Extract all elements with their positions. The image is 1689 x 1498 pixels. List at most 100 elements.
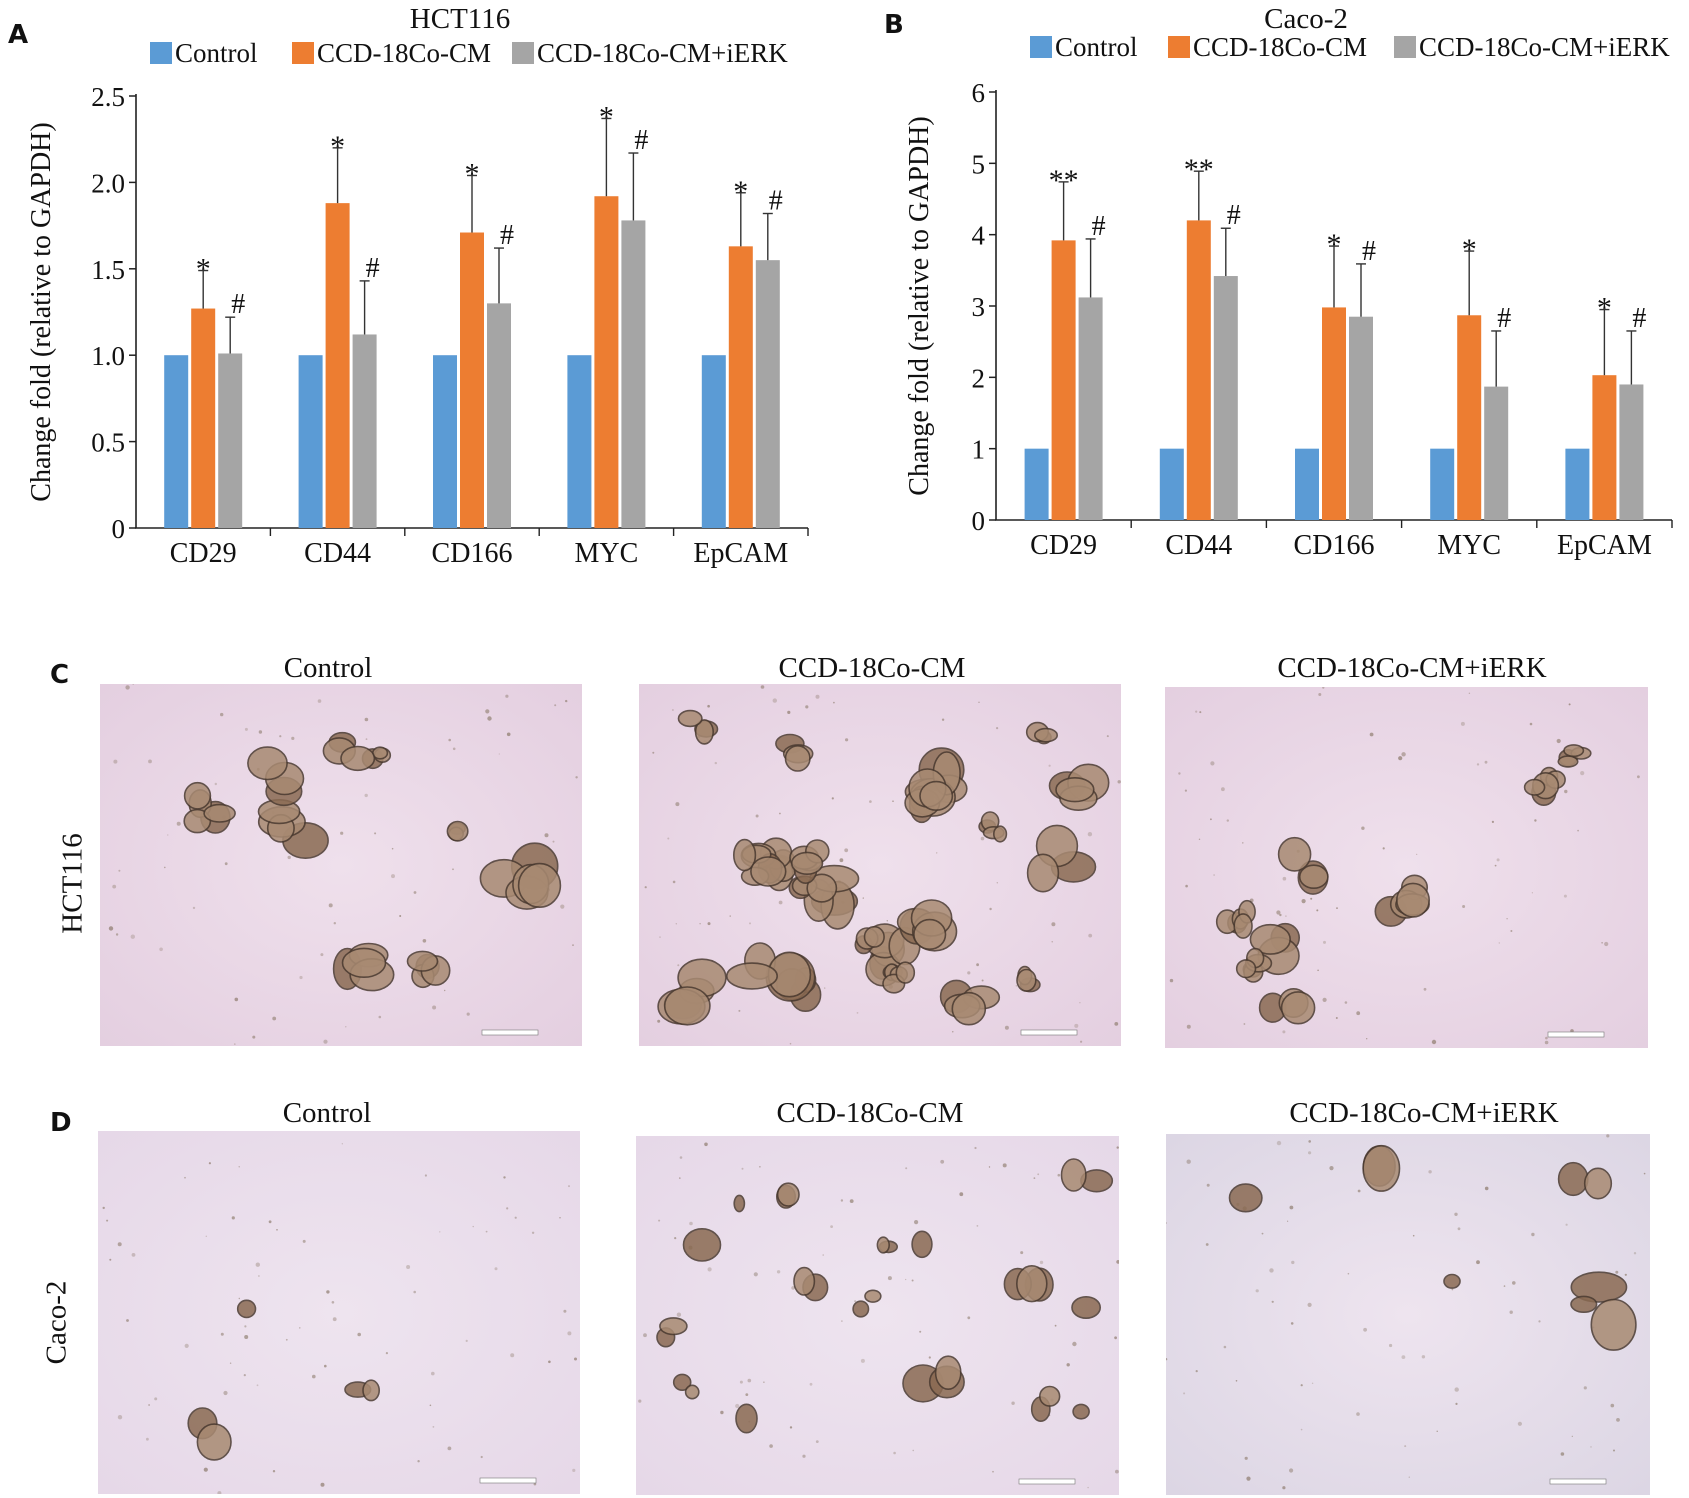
legend-a-label-0: Control	[175, 38, 258, 68]
bar-b-cd29-2	[1078, 297, 1103, 520]
bar-a-cd44-2	[352, 334, 377, 528]
chart-b-ytick-label-3: 3	[972, 292, 986, 322]
legend-a-swatch-0	[150, 42, 172, 64]
bar-a-cd166-0	[433, 355, 457, 528]
chart-a-ytick-label-4: 2.0	[91, 168, 125, 198]
chart-a-xtick-label-3: MYC	[575, 538, 639, 569]
chart-b-ytick-label-6: 6	[972, 78, 986, 108]
micro-title-d-control: Control	[282, 1097, 372, 1129]
legend-b-label-1: CCD-18Co-CM	[1193, 32, 1367, 62]
sig-mark-b-myc-1: *	[1462, 233, 1477, 266]
bar-a-myc-1	[594, 196, 619, 528]
chart-a-ylabel: Change fold (relative to GAPDH)	[26, 122, 57, 501]
bar-b-epcam-2	[1619, 384, 1644, 520]
bar-b-cd29-0	[1024, 448, 1049, 520]
legend-a-swatch-2	[512, 42, 534, 64]
micro-title-c-cm: CCD-18Co-CM	[778, 652, 966, 684]
micro-title-d-cm-ierk: CCD-18Co-CM+iERK	[1289, 1097, 1559, 1129]
chart-a-ytick-label-5: 2.5	[91, 82, 125, 112]
bar-a-myc-2	[621, 220, 646, 528]
sig-mark-a-cd166-1: *	[465, 157, 480, 190]
bar-b-cd166-2	[1349, 316, 1373, 520]
chart-b-ytick-label-4: 4	[972, 221, 986, 251]
sig-mark-b-epcam-2: #	[1632, 303, 1646, 334]
legend-a-swatch-1	[292, 42, 314, 64]
legend-b-swatch-1	[1168, 36, 1190, 58]
sig-mark-a-myc-2: #	[634, 125, 648, 156]
micrograph-caco2-cm	[636, 1136, 1119, 1495]
bar-a-cd44-0	[298, 355, 323, 528]
bar-a-epcam-0	[701, 355, 726, 528]
legend-b-swatch-2	[1394, 36, 1416, 58]
panel-letter-d: D	[50, 1108, 72, 1138]
sig-mark-a-cd29-1: *	[196, 253, 211, 286]
chart-b-ylabel: Change fold (relative to GAPDH)	[904, 116, 935, 495]
sig-mark-b-cd29-1: **	[1049, 164, 1079, 197]
bar-b-epcam-1	[1592, 375, 1617, 520]
bar-b-cd166-0	[1295, 448, 1319, 520]
bar-a-epcam-1	[728, 246, 753, 528]
chart-b-xtick-label-3: MYC	[1437, 530, 1501, 561]
row-label-hct116: HCT116	[56, 833, 89, 934]
chart-a-xtick-label-1: CD44	[304, 538, 371, 569]
sig-mark-b-cd44-1: **	[1184, 153, 1214, 186]
chart-a-ytick-label-0: 0	[112, 514, 126, 544]
bar-b-cd166-1	[1322, 307, 1346, 520]
panel-letter-b: B	[884, 10, 904, 40]
micrograph-caco2-cm-ierk	[1166, 1134, 1650, 1495]
chart-b-xtick-label-1: CD44	[1165, 530, 1232, 561]
bar-b-myc-1	[1457, 315, 1482, 520]
bar-b-cd44-0	[1159, 448, 1184, 520]
chart-b-ytick-label-5: 5	[972, 149, 986, 179]
sig-mark-b-epcam-1: *	[1597, 292, 1612, 325]
bar-a-epcam-2	[755, 260, 780, 528]
bar-a-cd166-1	[460, 232, 484, 528]
row-label-caco2: Caco-2	[40, 1280, 73, 1365]
chart-b-xtick-label-2: CD166	[1294, 530, 1375, 561]
micro-title-d-cm: CCD-18Co-CM	[776, 1097, 964, 1129]
sig-mark-a-cd44-2: #	[366, 253, 380, 284]
chart-a-xtick-label-0: CD29	[170, 538, 237, 569]
legend-a-label-2: CCD-18Co-CM+iERK	[537, 38, 788, 68]
chart-b-title: Caco-2	[1264, 3, 1348, 35]
micrograph-hct116-cm-ierk	[1165, 687, 1648, 1048]
legend-b-label-0: Control	[1055, 32, 1138, 62]
legend-b-swatch-0	[1030, 36, 1052, 58]
bar-b-cd44-2	[1213, 276, 1238, 520]
chart-a-xtick-label-4: EpCAM	[693, 538, 788, 569]
bar-a-cd29-1	[191, 308, 216, 528]
chart-a-ytick-label-2: 1.0	[91, 341, 125, 371]
bar-charts: HCT116 Control CCD-18Co-CM CCD-18Co-CM+iERK…	[26, 3, 1673, 569]
panel-letter-c: C	[50, 660, 70, 690]
chart-b-xtick-label-4: EpCAM	[1557, 530, 1652, 561]
chart-b-ytick-label-2: 2	[972, 363, 986, 393]
bar-a-cd44-1	[325, 203, 350, 529]
chart-a-xtick-label-2: CD166	[432, 538, 513, 569]
bar-a-myc-0	[567, 355, 592, 528]
sig-mark-b-cd29-2: #	[1092, 211, 1106, 242]
chart-b-ytick-label-0: 0	[972, 506, 986, 536]
chart-b-xtick-label-0: CD29	[1030, 530, 1097, 561]
panel-letter-a: A	[8, 20, 29, 50]
micro-title-c-control: Control	[283, 652, 373, 684]
legend-a-label-1: CCD-18Co-CM	[317, 38, 491, 68]
chart-a-ytick-label-3: 1.5	[91, 255, 125, 285]
bar-b-cd44-1	[1186, 220, 1211, 520]
bar-b-myc-0	[1430, 448, 1455, 520]
micro-title-c-cm-ierk: CCD-18Co-CM+iERK	[1277, 652, 1547, 684]
bar-b-myc-2	[1484, 386, 1509, 520]
sig-mark-a-myc-1: *	[599, 100, 614, 133]
sig-mark-b-cd44-2: #	[1227, 200, 1241, 231]
bar-b-cd29-1	[1051, 240, 1076, 520]
sig-mark-a-cd44-1: *	[330, 130, 345, 163]
sig-mark-b-cd166-1: *	[1327, 228, 1342, 261]
chart-a-title: HCT116	[410, 3, 510, 35]
micrograph-hct116-control	[100, 684, 582, 1046]
sig-mark-a-epcam-2: #	[769, 186, 783, 217]
bar-a-cd166-2	[487, 303, 511, 528]
bar-b-epcam-0	[1565, 448, 1590, 520]
chart-a-ytick-label-1: 0.5	[91, 428, 125, 458]
chart-b-ytick-label-1: 1	[972, 435, 986, 465]
micrograph-caco2-control	[98, 1131, 580, 1494]
legend-b-label-2: CCD-18Co-CM+iERK	[1419, 32, 1670, 62]
